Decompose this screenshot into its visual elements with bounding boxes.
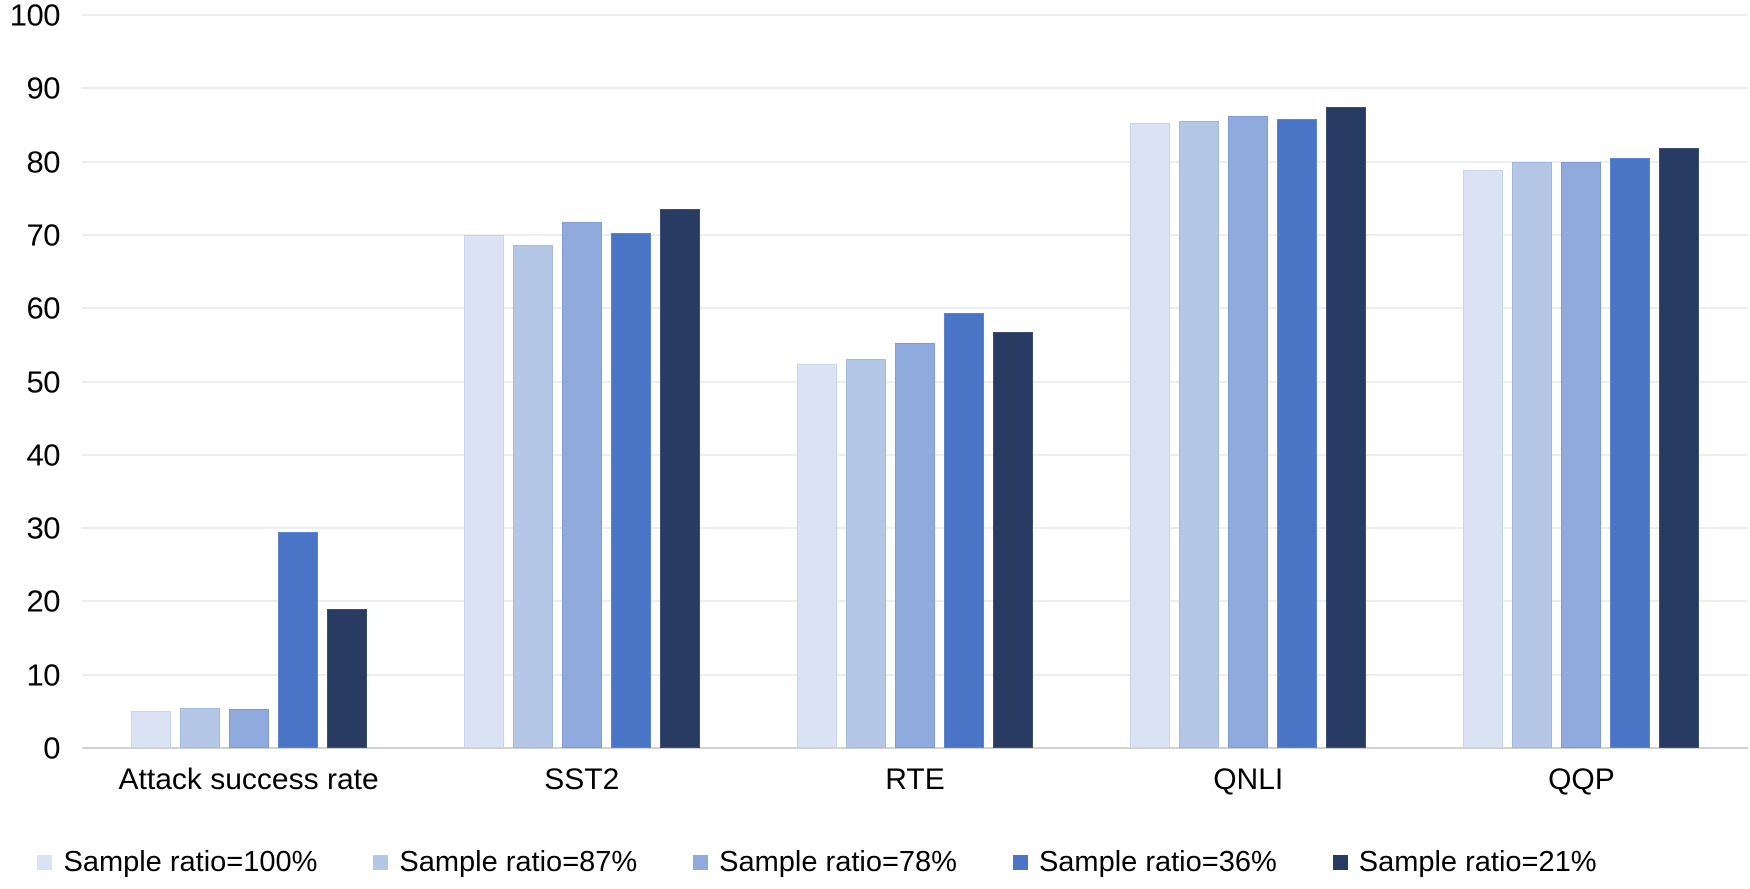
legend-item: Sample ratio=78% bbox=[693, 846, 957, 879]
legend-label: Sample ratio=21% bbox=[1358, 846, 1597, 878]
y-tick-label: 10 bbox=[26, 657, 61, 693]
legend-swatch-icon bbox=[1012, 855, 1028, 870]
legend-item: Sample ratio=21% bbox=[1332, 846, 1597, 879]
legend-item: Sample ratio=36% bbox=[1012, 846, 1277, 879]
bar-series-5 bbox=[1326, 107, 1367, 748]
legend: Sample ratio=100% Sample ratio=87% Sample … bbox=[0, 846, 1692, 879]
y-tick-label: 30 bbox=[26, 510, 61, 546]
plot-area bbox=[82, 14, 1748, 749]
x-tick-label: Attack success rate bbox=[118, 763, 379, 796]
bar-series-4 bbox=[277, 531, 318, 748]
bar-series-1 bbox=[463, 234, 504, 748]
bar-series-3 bbox=[228, 709, 269, 748]
x-tick-label: QNLI bbox=[1213, 763, 1284, 796]
bar-series-3 bbox=[895, 343, 935, 748]
legend-item: Sample ratio=100% bbox=[37, 846, 317, 879]
bar-series-2 bbox=[1512, 162, 1553, 748]
bar-series-2 bbox=[846, 358, 886, 748]
bar-series-1 bbox=[797, 363, 837, 748]
bar-series-3 bbox=[1228, 116, 1269, 748]
bar-series-2 bbox=[179, 708, 220, 748]
gridline bbox=[82, 14, 1748, 16]
bar-series-5 bbox=[326, 608, 367, 748]
legend-label: Sample ratio=87% bbox=[399, 846, 638, 878]
y-tick-label: 70 bbox=[26, 217, 61, 253]
bar-series-5 bbox=[1659, 148, 1700, 748]
x-tick-label: SST2 bbox=[544, 763, 620, 796]
bar-series-1 bbox=[130, 711, 171, 748]
legend-item: Sample ratio=87% bbox=[373, 846, 637, 879]
y-tick-label: 80 bbox=[26, 144, 61, 180]
gridline bbox=[82, 233, 1748, 236]
y-tick-label: 50 bbox=[26, 364, 61, 399]
bar-series-4 bbox=[1610, 157, 1651, 748]
bar-series-1 bbox=[1130, 123, 1171, 748]
bar-series-2 bbox=[512, 245, 553, 748]
y-tick-label: 90 bbox=[26, 70, 61, 106]
y-tick-label: 0 bbox=[43, 730, 60, 766]
x-axis: Attack success rate SST2 RTE QNLI QQP bbox=[82, 762, 1748, 798]
legend-swatch-icon bbox=[1332, 855, 1348, 870]
bar-group-qqp bbox=[1415, 15, 1748, 748]
y-tick-label: 40 bbox=[26, 437, 61, 473]
legend-label: Sample ratio=36% bbox=[1038, 846, 1277, 878]
y-axis: 0 10 20 30 40 50 60 70 80 90 100 bbox=[0, 0, 61, 764]
x-tick-label: QQP bbox=[1548, 763, 1615, 796]
bar-series-4 bbox=[1277, 119, 1318, 748]
legend-swatch-icon bbox=[693, 855, 709, 870]
y-tick-label: 20 bbox=[26, 583, 61, 619]
gridline bbox=[82, 307, 1748, 310]
bar-series-5 bbox=[659, 209, 700, 748]
bar-series-2 bbox=[1179, 121, 1220, 748]
bar-series-3 bbox=[561, 222, 602, 748]
bar-series-4 bbox=[944, 313, 984, 748]
x-tick-label: RTE bbox=[885, 763, 945, 796]
legend-swatch-icon bbox=[373, 855, 389, 870]
x-axis-baseline bbox=[82, 747, 1748, 749]
bar-groups bbox=[82, 15, 1748, 748]
bar-series-4 bbox=[610, 233, 651, 748]
bar-series-5 bbox=[993, 331, 1033, 748]
gridline bbox=[82, 160, 1748, 163]
legend-label: Sample ratio=78% bbox=[719, 846, 957, 878]
y-tick-label: 60 bbox=[26, 290, 61, 326]
bar-group-attack-success-rate bbox=[82, 15, 415, 748]
gridline bbox=[82, 87, 1748, 90]
bar-group-sst2 bbox=[415, 15, 748, 748]
bar-series-1 bbox=[1463, 169, 1504, 748]
legend-label: Sample ratio=100% bbox=[63, 846, 318, 878]
bar-series-3 bbox=[1561, 162, 1602, 748]
bar-group-rte bbox=[748, 15, 1081, 748]
bar-group-qnli bbox=[1082, 15, 1415, 748]
y-tick-label: 100 bbox=[9, 0, 61, 33]
legend-swatch-icon bbox=[37, 855, 53, 870]
